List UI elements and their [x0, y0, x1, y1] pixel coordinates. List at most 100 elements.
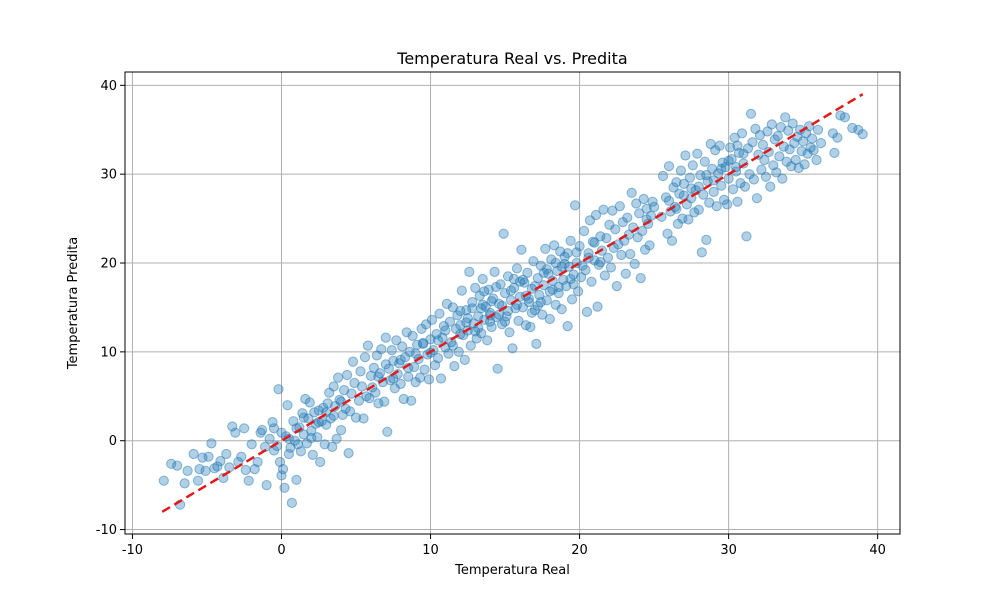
data-point	[218, 472, 229, 484]
data-point	[678, 178, 690, 189]
data-point	[386, 345, 397, 356]
data-point	[194, 464, 205, 475]
data-point	[783, 125, 794, 136]
x-tick-label: -10	[122, 543, 143, 558]
data-point	[511, 263, 523, 274]
data-point	[482, 335, 493, 346]
data-point	[726, 154, 737, 165]
data-point	[638, 193, 649, 205]
data-point	[166, 458, 177, 469]
data-point	[678, 190, 690, 201]
data-point	[508, 273, 520, 285]
data-point	[291, 474, 302, 485]
data-point	[723, 155, 734, 166]
data-point	[562, 248, 573, 259]
data-point	[748, 174, 760, 185]
data-point	[418, 338, 429, 349]
data-point	[567, 294, 578, 305]
data-point	[240, 464, 251, 476]
data-point	[192, 475, 204, 486]
data-point	[522, 267, 533, 278]
data-point	[595, 257, 606, 268]
data-point	[431, 329, 442, 340]
data-point	[276, 470, 287, 481]
data-point	[359, 352, 371, 363]
data-point	[239, 423, 250, 434]
data-point	[556, 261, 567, 272]
data-point	[489, 266, 500, 277]
data-point	[525, 321, 536, 333]
data-point	[373, 371, 384, 382]
data-point	[279, 482, 290, 493]
data-point	[444, 316, 455, 327]
data-point	[571, 247, 582, 258]
data-point	[441, 298, 452, 309]
data-point	[523, 297, 535, 308]
data-point	[200, 465, 211, 476]
data-point	[312, 432, 323, 443]
data-point	[693, 181, 704, 192]
data-point	[774, 151, 785, 162]
data-point	[315, 456, 326, 468]
data-point	[549, 240, 560, 251]
data-point	[556, 304, 567, 315]
data-point	[683, 214, 694, 225]
data-point	[306, 425, 317, 436]
data-point	[504, 327, 515, 338]
data-point	[544, 286, 555, 297]
data-point	[558, 274, 569, 285]
data-point	[492, 363, 503, 374]
data-point	[215, 456, 226, 467]
data-point	[565, 273, 576, 285]
data-point	[714, 140, 725, 151]
data-point	[295, 446, 306, 457]
data-point	[391, 335, 402, 346]
data-point	[553, 281, 564, 293]
data-point	[811, 154, 822, 166]
data-point	[410, 348, 421, 359]
data-point	[680, 150, 691, 161]
data-point	[540, 243, 551, 254]
data-point	[502, 305, 514, 317]
data-point	[687, 160, 698, 171]
data-point	[380, 359, 391, 370]
data-point	[395, 354, 406, 365]
data-point	[401, 327, 412, 338]
data-point	[657, 170, 669, 182]
data-point	[283, 448, 294, 460]
data-point	[464, 266, 475, 277]
data-point	[716, 163, 727, 174]
data-point	[382, 426, 393, 437]
data-point	[206, 438, 217, 449]
data-point	[756, 164, 767, 175]
data-point	[577, 260, 588, 271]
data-point	[514, 276, 526, 287]
data-point	[350, 412, 362, 423]
data-point	[745, 108, 757, 119]
data-point	[443, 348, 454, 359]
data-point	[675, 165, 687, 176]
data-point	[711, 201, 722, 212]
data-point	[513, 315, 524, 326]
data-point	[505, 285, 517, 296]
y-axis-label: Temperatura Predita	[66, 237, 81, 370]
data-point	[434, 308, 445, 319]
data-point	[328, 410, 339, 421]
data-point	[793, 162, 804, 174]
data-point	[622, 212, 633, 223]
data-point	[644, 240, 655, 251]
data-point	[573, 286, 584, 297]
data-point	[796, 146, 807, 157]
data-point	[641, 203, 652, 214]
data-point	[663, 195, 675, 206]
data-point	[635, 273, 646, 284]
data-point	[276, 427, 287, 438]
data-point	[637, 225, 648, 237]
data-point	[586, 276, 597, 287]
data-point	[453, 346, 464, 357]
data-point	[541, 295, 552, 306]
data-point	[815, 138, 827, 149]
data-point	[336, 425, 347, 436]
data-point	[477, 273, 488, 285]
